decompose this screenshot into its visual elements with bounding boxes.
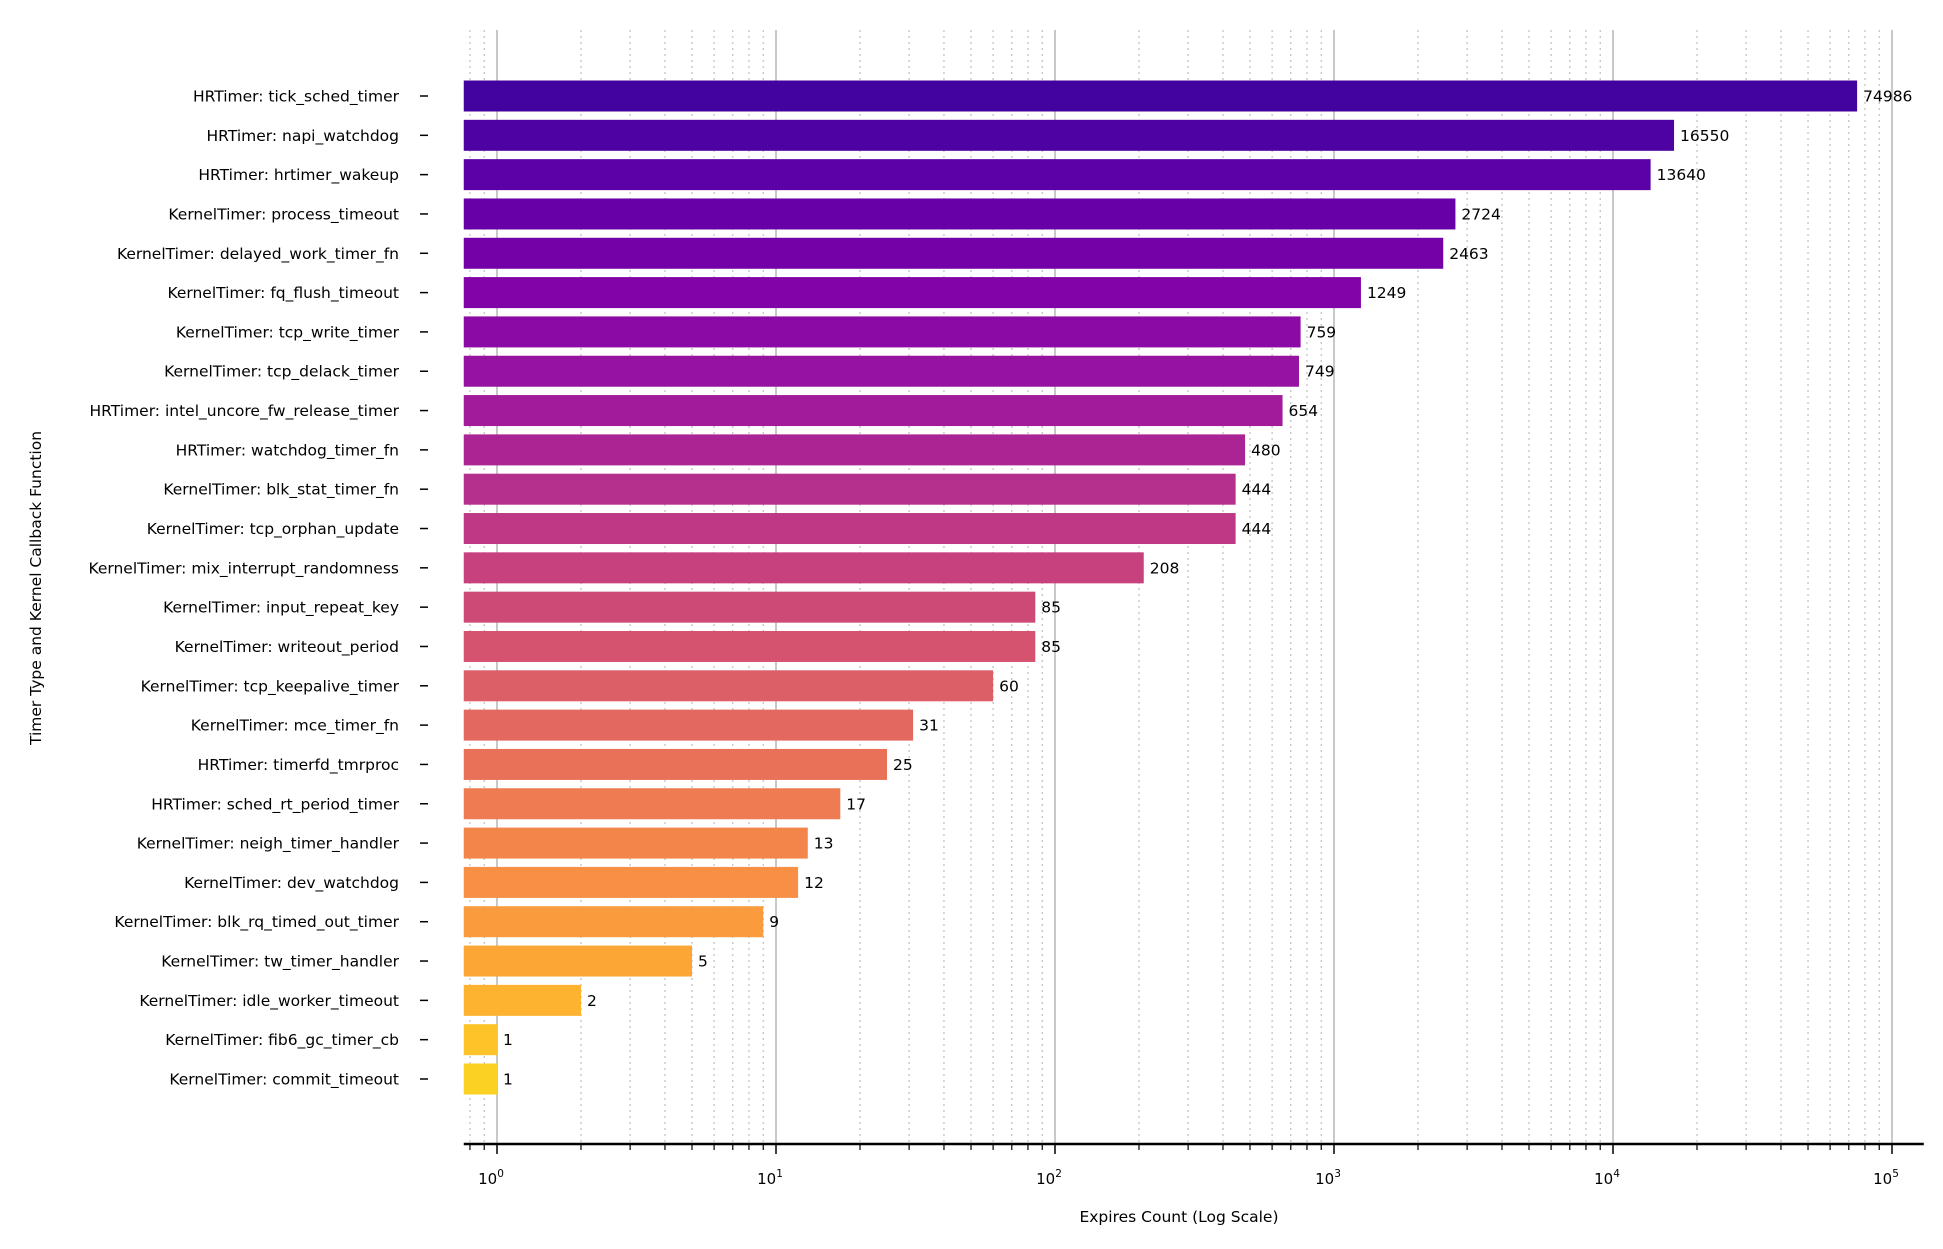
- bar: [463, 748, 888, 780]
- bar: [463, 355, 1299, 387]
- bar: [463, 827, 808, 859]
- value-label: 444: [1242, 481, 1272, 499]
- value-labels: 74986 16550 13640 2724 2463 1249 759 749 654 480 4…: [503, 88, 1912, 1089]
- category-label: KernelTimer: tw_timer_handler: [161, 953, 399, 972]
- category-label: HRTimer: watchdog_timer_fn: [176, 441, 399, 460]
- grid-lines: [469, 30, 1893, 1144]
- value-label: 16550: [1680, 127, 1729, 145]
- x-tick-label: 100: [478, 1168, 504, 1188]
- value-label: 1: [503, 1031, 513, 1049]
- category-label: KernelTimer: blk_rq_timed_out_timer: [114, 913, 399, 932]
- bar: [463, 866, 799, 898]
- value-label: 60: [999, 677, 1019, 695]
- category-label: KernelTimer: tcp_write_timer: [176, 323, 400, 342]
- category-labels: HRTimer: tick_sched_timer HRTimer: napi_w…: [88, 88, 428, 1090]
- category-label: KernelTimer: tcp_keepalive_timer: [141, 677, 400, 696]
- value-label: 85: [1041, 599, 1061, 617]
- bar: [463, 591, 1036, 623]
- bar: [463, 395, 1283, 427]
- value-label: 31: [919, 717, 939, 735]
- value-label: 85: [1041, 638, 1061, 656]
- category-label: KernelTimer: tcp_orphan_update: [147, 520, 399, 539]
- bar: [463, 473, 1236, 505]
- bar: [463, 159, 1651, 191]
- bar: [463, 198, 1456, 230]
- value-label: 1: [503, 1071, 513, 1089]
- bar: [463, 434, 1246, 466]
- category-label: HRTimer: intel_uncore_fw_release_timer: [89, 402, 399, 421]
- value-label: 5: [698, 953, 708, 971]
- value-label: 654: [1289, 402, 1319, 420]
- value-label: 17: [846, 795, 866, 813]
- value-label: 2463: [1449, 245, 1488, 263]
- x-tick-label: 103: [1315, 1168, 1341, 1188]
- bar: [463, 670, 994, 702]
- bar: [463, 119, 1675, 151]
- value-label: 2: [587, 992, 597, 1010]
- category-label: HRTimer: timerfd_tmrproc: [198, 756, 399, 775]
- category-label: KernelTimer: mix_interrupt_randomness: [88, 559, 399, 578]
- category-label: KernelTimer: writeout_period: [175, 638, 399, 657]
- x-tick-label: 105: [1873, 1168, 1899, 1188]
- category-label: KernelTimer: commit_timeout: [169, 1071, 399, 1090]
- category-label: HRTimer: hrtimer_wakeup: [198, 166, 399, 185]
- bar: [463, 630, 1036, 662]
- bar: [463, 277, 1361, 309]
- x-tick-label: 104: [1594, 1168, 1620, 1188]
- bar: [463, 1063, 497, 1095]
- value-label: 749: [1305, 363, 1335, 381]
- bar: [463, 513, 1236, 545]
- bar: [463, 237, 1444, 269]
- value-label: 74986: [1863, 88, 1912, 106]
- value-label: 759: [1307, 323, 1337, 341]
- value-label: 13: [814, 835, 834, 853]
- category-label: KernelTimer: dev_watchdog: [184, 874, 399, 893]
- bars-group: [463, 80, 1858, 1095]
- category-label: HRTimer: sched_rt_period_timer: [151, 795, 399, 814]
- category-label: KernelTimer: idle_worker_timeout: [139, 992, 399, 1011]
- category-label: KernelTimer: fq_flush_timeout: [167, 284, 399, 303]
- category-label: HRTimer: tick_sched_timer: [193, 88, 400, 107]
- value-label: 2724: [1461, 205, 1500, 223]
- category-label: KernelTimer: fib6_gc_timer_cb: [165, 1031, 399, 1050]
- value-label: 444: [1242, 520, 1272, 538]
- value-label: 25: [893, 756, 913, 774]
- value-label: 9: [769, 913, 779, 931]
- category-label: HRTimer: napi_watchdog: [207, 127, 399, 146]
- bar: [463, 788, 841, 820]
- x-axis: 100 101 102 103 104 105: [463, 1142, 1924, 1188]
- value-label: 208: [1150, 559, 1180, 577]
- bar: [463, 80, 1858, 112]
- x-axis-title: Expires Count (Log Scale): [1079, 1208, 1278, 1226]
- value-label: 480: [1251, 441, 1281, 459]
- category-label: KernelTimer: delayed_work_timer_fn: [117, 245, 399, 264]
- bar: [463, 984, 581, 1016]
- bar: [463, 552, 1144, 584]
- value-label: 13640: [1657, 166, 1706, 184]
- y-axis-title: Timer Type and Kernel Callback Function: [27, 431, 45, 746]
- x-tick-label: 101: [757, 1168, 783, 1188]
- bar: [463, 906, 764, 938]
- bar: [463, 316, 1301, 348]
- category-label: KernelTimer: blk_stat_timer_fn: [163, 481, 399, 500]
- bar: [463, 1024, 497, 1056]
- bar: [463, 945, 693, 977]
- value-label: 12: [804, 874, 824, 892]
- category-label: KernelTimer: input_repeat_key: [163, 599, 399, 618]
- category-label: KernelTimer: mce_timer_fn: [191, 717, 399, 736]
- category-label: KernelTimer: tcp_delack_timer: [164, 363, 400, 382]
- value-label: 1249: [1367, 284, 1406, 302]
- category-label: KernelTimer: process_timeout: [168, 205, 399, 224]
- x-tick-label: 102: [1036, 1168, 1062, 1188]
- category-label: KernelTimer: neigh_timer_handler: [137, 835, 400, 854]
- bar: [463, 709, 914, 741]
